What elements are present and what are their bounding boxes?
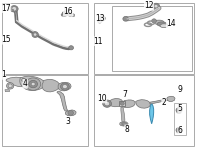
Ellipse shape xyxy=(122,122,126,125)
Ellipse shape xyxy=(100,17,104,20)
Text: 1: 1 xyxy=(1,70,6,80)
Ellipse shape xyxy=(177,109,181,112)
Ellipse shape xyxy=(157,22,167,26)
Bar xyxy=(112,6,192,71)
Polygon shape xyxy=(5,90,10,92)
Polygon shape xyxy=(58,82,71,91)
Polygon shape xyxy=(65,10,67,12)
Polygon shape xyxy=(155,6,160,9)
Ellipse shape xyxy=(176,108,182,113)
Bar xyxy=(2,3,88,74)
Ellipse shape xyxy=(103,100,111,107)
Ellipse shape xyxy=(61,83,69,90)
Ellipse shape xyxy=(7,83,14,89)
Ellipse shape xyxy=(11,9,14,12)
Text: 16: 16 xyxy=(63,7,73,16)
Polygon shape xyxy=(57,91,68,111)
Ellipse shape xyxy=(176,127,182,133)
Ellipse shape xyxy=(99,16,105,21)
Ellipse shape xyxy=(32,32,38,37)
Ellipse shape xyxy=(22,78,26,82)
Text: 13: 13 xyxy=(95,14,105,23)
Ellipse shape xyxy=(29,80,38,88)
Polygon shape xyxy=(136,100,150,108)
Text: 9: 9 xyxy=(178,85,182,94)
Text: 8: 8 xyxy=(125,125,129,134)
Ellipse shape xyxy=(123,16,128,21)
Ellipse shape xyxy=(68,13,72,16)
Ellipse shape xyxy=(62,11,68,16)
Polygon shape xyxy=(122,100,135,108)
Bar xyxy=(2,75,88,146)
Ellipse shape xyxy=(104,101,110,106)
Polygon shape xyxy=(6,77,27,87)
Ellipse shape xyxy=(69,46,74,50)
Bar xyxy=(174,103,186,135)
Text: 5: 5 xyxy=(178,104,182,113)
Polygon shape xyxy=(150,104,154,124)
Polygon shape xyxy=(109,98,123,107)
Ellipse shape xyxy=(98,20,102,23)
Polygon shape xyxy=(121,107,125,122)
Ellipse shape xyxy=(72,14,75,17)
Ellipse shape xyxy=(177,129,181,132)
Ellipse shape xyxy=(152,19,156,23)
Polygon shape xyxy=(167,96,175,101)
Ellipse shape xyxy=(33,33,37,36)
Text: 12: 12 xyxy=(144,1,154,10)
Ellipse shape xyxy=(23,79,25,81)
Ellipse shape xyxy=(152,3,160,9)
Polygon shape xyxy=(20,76,44,91)
Polygon shape xyxy=(177,132,181,133)
Ellipse shape xyxy=(26,78,41,90)
Ellipse shape xyxy=(31,82,35,86)
Ellipse shape xyxy=(68,111,74,115)
Bar xyxy=(119,101,125,106)
Ellipse shape xyxy=(160,24,168,28)
Text: 17: 17 xyxy=(1,4,11,13)
Text: 14: 14 xyxy=(166,19,176,28)
Ellipse shape xyxy=(10,6,18,12)
Polygon shape xyxy=(177,112,181,113)
Text: 3: 3 xyxy=(66,117,71,126)
Bar xyxy=(94,3,194,74)
Polygon shape xyxy=(65,110,76,116)
Ellipse shape xyxy=(120,102,124,105)
Polygon shape xyxy=(61,12,68,16)
Polygon shape xyxy=(120,122,128,126)
Text: 7: 7 xyxy=(123,90,127,99)
Ellipse shape xyxy=(12,7,17,11)
Ellipse shape xyxy=(154,4,158,8)
Text: 10: 10 xyxy=(97,94,107,103)
Text: 11: 11 xyxy=(93,37,103,46)
Polygon shape xyxy=(150,98,168,104)
Bar xyxy=(94,75,194,146)
Text: 4: 4 xyxy=(23,79,28,88)
Ellipse shape xyxy=(154,20,164,25)
Polygon shape xyxy=(42,79,60,92)
Ellipse shape xyxy=(63,85,67,89)
Text: 6: 6 xyxy=(178,126,182,135)
Ellipse shape xyxy=(8,84,12,88)
Text: 15: 15 xyxy=(1,35,11,44)
Text: 2: 2 xyxy=(162,98,166,107)
